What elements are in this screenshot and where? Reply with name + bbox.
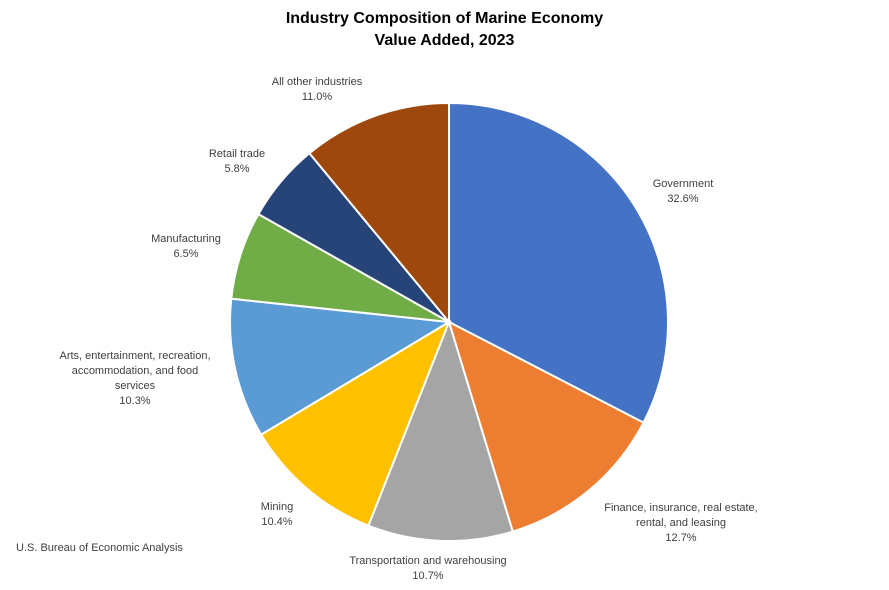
pie-slice-mining [259, 319, 452, 527]
pie-slice-government [448, 101, 669, 424]
source-note: U.S. Bureau of Economic Analysis [16, 542, 183, 554]
label-government: Government 32.6% [652, 178, 714, 205]
label-mining: Mining 10.4% [260, 501, 294, 528]
label-transportation: Transportation and warehousing 10.7% [349, 555, 507, 582]
pie-slice-all [307, 101, 450, 325]
pie-slice-transportation [367, 318, 514, 542]
label-retail: Retail trade 5.8% [208, 148, 266, 175]
pie-slice-arts [229, 297, 453, 437]
label-manufacturing: Manufacturing 6.5% [151, 233, 221, 260]
chart-title: Industry Composition of Marine Economy V… [285, 10, 604, 49]
label-all-other: All other industries 11.0% [271, 76, 363, 103]
label-arts: Arts, entertainment, recreation, accommo… [59, 350, 211, 407]
label-finance: Finance, insurance, real estate, rental,… [604, 502, 758, 544]
